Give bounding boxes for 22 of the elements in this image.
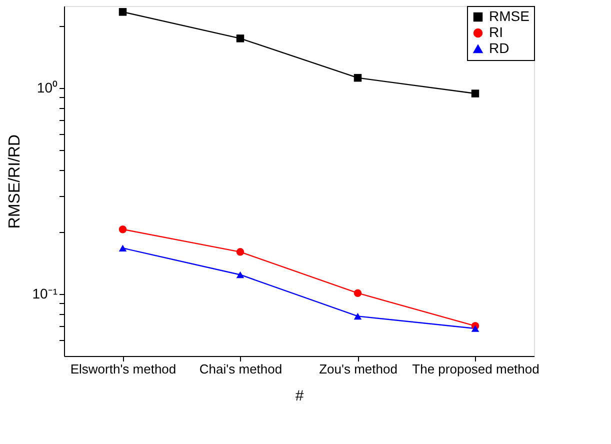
legend-label: RD xyxy=(489,40,510,56)
point xyxy=(236,34,244,42)
y-tick-label: 10⁻¹ xyxy=(32,285,58,302)
point xyxy=(354,289,362,297)
point xyxy=(471,90,480,98)
legend-label: RI xyxy=(489,24,503,40)
point xyxy=(118,225,127,234)
point xyxy=(236,271,244,278)
x-tick-label: The proposed method xyxy=(412,362,540,376)
point xyxy=(354,74,362,82)
point xyxy=(236,248,244,256)
point xyxy=(471,325,480,332)
x-axis-title: # xyxy=(295,388,304,404)
point xyxy=(354,312,362,320)
point xyxy=(118,8,127,16)
y-tick-label: 10⁰ xyxy=(36,79,58,96)
x-tick-label: Elsworth's method xyxy=(70,362,176,376)
legend-label: RMSE xyxy=(489,8,530,24)
x-tick-label: Chai's method xyxy=(199,362,282,376)
point xyxy=(118,244,127,252)
x-tick-label: Zou's method xyxy=(319,362,398,376)
y-axis-title: RMSE/RI/RD xyxy=(6,134,24,229)
